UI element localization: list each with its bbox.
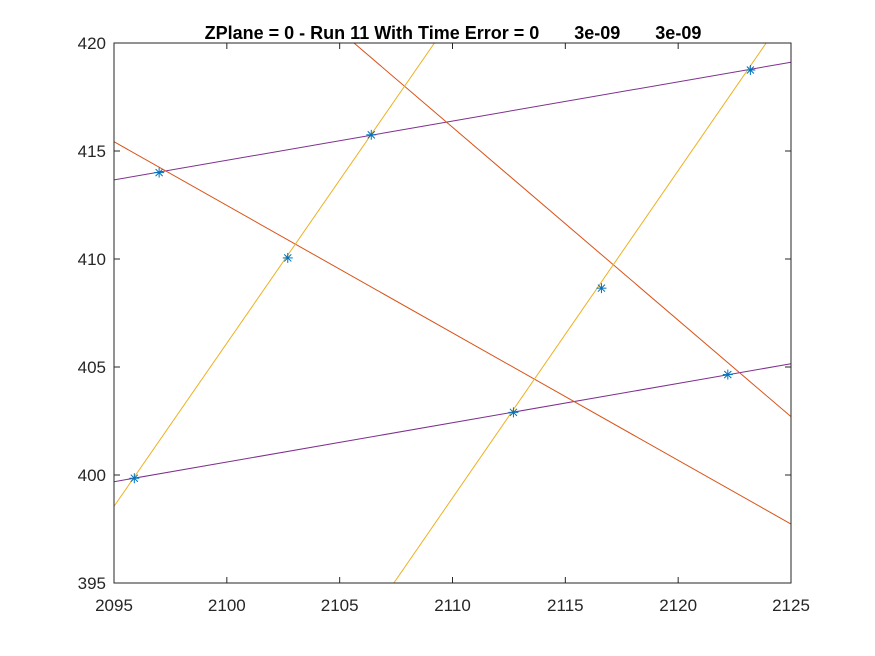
data-point [745,65,756,75]
y-tick-label: 405 [78,358,106,377]
y-tick-label: 410 [78,250,106,269]
y-axis: 395 400 405 410 415 420 [78,34,791,593]
lines-layer [114,43,791,583]
data-point [508,407,519,418]
x-tick-label: 2125 [772,596,810,615]
data-point [154,167,165,178]
data-point [282,252,293,263]
x-tick-label: 2115 [547,596,584,615]
data-point [366,129,377,140]
x-tick-label: 2100 [208,596,246,615]
series-line-2 [114,363,791,483]
plot-area: 2095 2100 2105 2110 2115 2120 2125 395 400 405 41… [78,34,810,615]
y-tick-label: 415 [78,142,106,161]
points-layer [129,65,756,484]
y-tick-label: 395 [78,574,106,593]
x-tick-label: 2110 [434,596,471,615]
y-tick-label: 420 [78,34,106,53]
series-line-1 [114,61,791,181]
data-point [596,283,607,294]
x-tick-label: 2120 [659,596,697,615]
y-tick-label: 400 [78,466,106,485]
series-line-4 [353,43,791,418]
series-line-5 [114,43,435,507]
series-line-6 [393,43,767,583]
chart-title: ZPlane = 0 - Run 11 With Time Error = 0 … [205,23,702,43]
x-axis: 2095 2100 2105 2110 2115 2120 2125 [95,43,810,615]
x-tick-label: 2095 [95,596,133,615]
series-line-3 [114,141,791,525]
x-tick-label: 2105 [321,596,359,615]
axes-background [114,43,791,583]
data-point [722,369,733,380]
data-point [129,473,140,484]
